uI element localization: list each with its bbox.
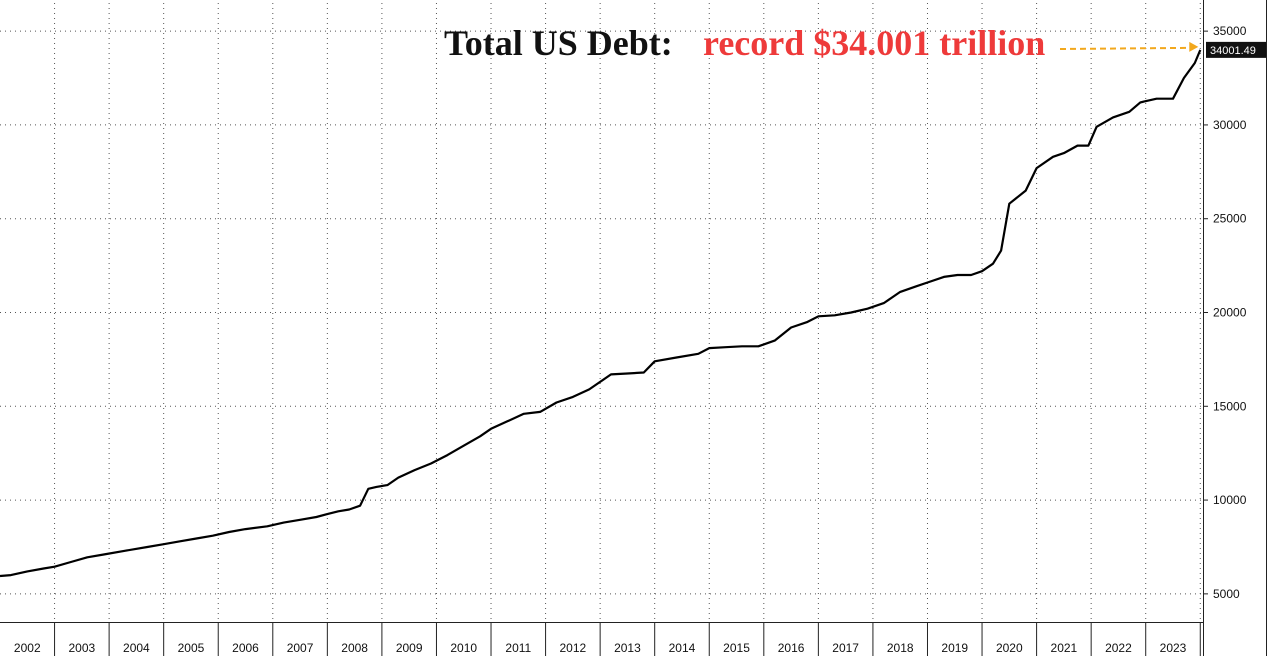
y-tick-label: 15000 [1213,399,1247,413]
x-tick-label: 2020 [996,641,1023,655]
x-tick-label: 2009 [396,641,423,655]
last-value-text: 34001.49 [1210,45,1256,57]
last-value-label: 34001.49 [1206,41,1266,58]
x-tick-label: 2005 [178,641,205,655]
x-tick-label: 2008 [341,641,368,655]
x-tick-label: 2021 [1051,641,1078,655]
x-tick-label: 2010 [450,641,477,655]
x-tick-label: 2006 [232,641,259,655]
x-tick-label: 2018 [887,641,914,655]
gridlines [0,3,1203,622]
x-tick-label: 2014 [669,641,696,655]
x-tick-label: 2003 [68,641,95,655]
x-tick-label: 2017 [832,641,859,655]
title-arrow [1059,46,1191,50]
x-tick-label: 2016 [778,641,805,655]
x-tick-label: 2013 [614,641,641,655]
x-tick-label: 2023 [1160,641,1187,655]
series-line [0,49,1202,578]
x-tick-label: 2022 [1105,641,1132,655]
title-arrowhead-icon [1189,41,1199,52]
x-tick-label: 2012 [560,641,587,655]
series-layer [0,49,1202,578]
x-tick-label: 2015 [723,641,750,655]
y-tick-label: 5000 [1213,587,1240,601]
y-tick-label: 25000 [1213,212,1247,226]
last-value-box [1206,41,1266,58]
title-text: Total US Debt: [444,23,673,63]
x-tick-label: 2002 [14,641,41,655]
y-tick-label: 30000 [1213,118,1247,132]
title-highlight-text: record $34.001 trillion [703,23,1045,63]
y-tick-label: 35000 [1213,24,1247,38]
y-tick-label: 20000 [1213,306,1247,320]
x-tick-label: 2007 [287,641,314,655]
y-tick-label: 10000 [1213,493,1247,507]
chart-title: Total US Debt: record $34.001 trillion [444,23,1199,63]
x-tick-label: 2004 [123,641,150,655]
x-tick-label: 2011 [505,641,531,655]
x-tick-label: 2019 [941,641,968,655]
